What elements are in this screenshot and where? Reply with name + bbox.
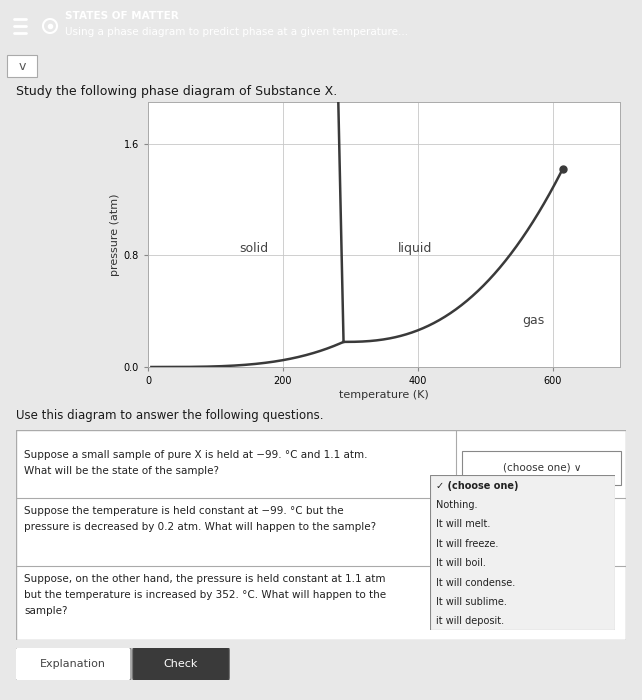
Text: Check: Check — [164, 659, 198, 669]
Text: Study the following phase diagram of Substance X.: Study the following phase diagram of Sub… — [16, 85, 337, 97]
Text: Using a phase diagram to predict phase at a given temperature...: Using a phase diagram to predict phase a… — [65, 27, 408, 37]
Text: (choose one) ∨: (choose one) ∨ — [503, 463, 581, 473]
Text: It will sublime.: It will sublime. — [436, 597, 507, 607]
Text: gas: gas — [522, 314, 544, 328]
Text: What will be the state of the sample?: What will be the state of the sample? — [24, 466, 219, 476]
Text: pressure is decreased by 0.2 atm. What will happen to the sample?: pressure is decreased by 0.2 atm. What w… — [24, 522, 376, 532]
Text: sample?: sample? — [24, 606, 67, 616]
Text: Suppose, on the other hand, the pressure is held constant at 1.1 atm: Suppose, on the other hand, the pressure… — [24, 574, 385, 584]
FancyBboxPatch shape — [15, 647, 131, 681]
Text: Suppose the temperature is held constant at −99. °C but the: Suppose the temperature is held constant… — [24, 506, 343, 516]
Text: It will melt.: It will melt. — [436, 519, 490, 529]
Text: liquid: liquid — [397, 242, 432, 255]
FancyBboxPatch shape — [7, 55, 37, 77]
Text: Suppose a small sample of pure X is held at −99. °C and 1.1 atm.: Suppose a small sample of pure X is held… — [24, 450, 367, 460]
Y-axis label: pressure (atm): pressure (atm) — [110, 193, 119, 276]
Text: Explanation: Explanation — [40, 659, 106, 669]
Text: Nothing.: Nothing. — [436, 500, 478, 510]
X-axis label: temperature (K): temperature (K) — [339, 390, 429, 400]
Text: It will freeze.: It will freeze. — [436, 539, 498, 549]
Text: ✓ (choose one): ✓ (choose one) — [436, 481, 519, 491]
Text: solid: solid — [239, 242, 268, 255]
Text: v: v — [19, 60, 26, 73]
Text: but the temperature is increased by 352. °C. What will happen to the: but the temperature is increased by 352.… — [24, 590, 386, 600]
Text: It will boil.: It will boil. — [436, 558, 486, 568]
Text: It will condense.: It will condense. — [436, 578, 516, 587]
Text: STATES OF MATTER: STATES OF MATTER — [65, 11, 178, 21]
FancyBboxPatch shape — [133, 647, 229, 681]
FancyBboxPatch shape — [462, 451, 621, 485]
Text: it will deposit.: it will deposit. — [436, 616, 504, 626]
Text: Use this diagram to answer the following questions.: Use this diagram to answer the following… — [16, 409, 324, 421]
